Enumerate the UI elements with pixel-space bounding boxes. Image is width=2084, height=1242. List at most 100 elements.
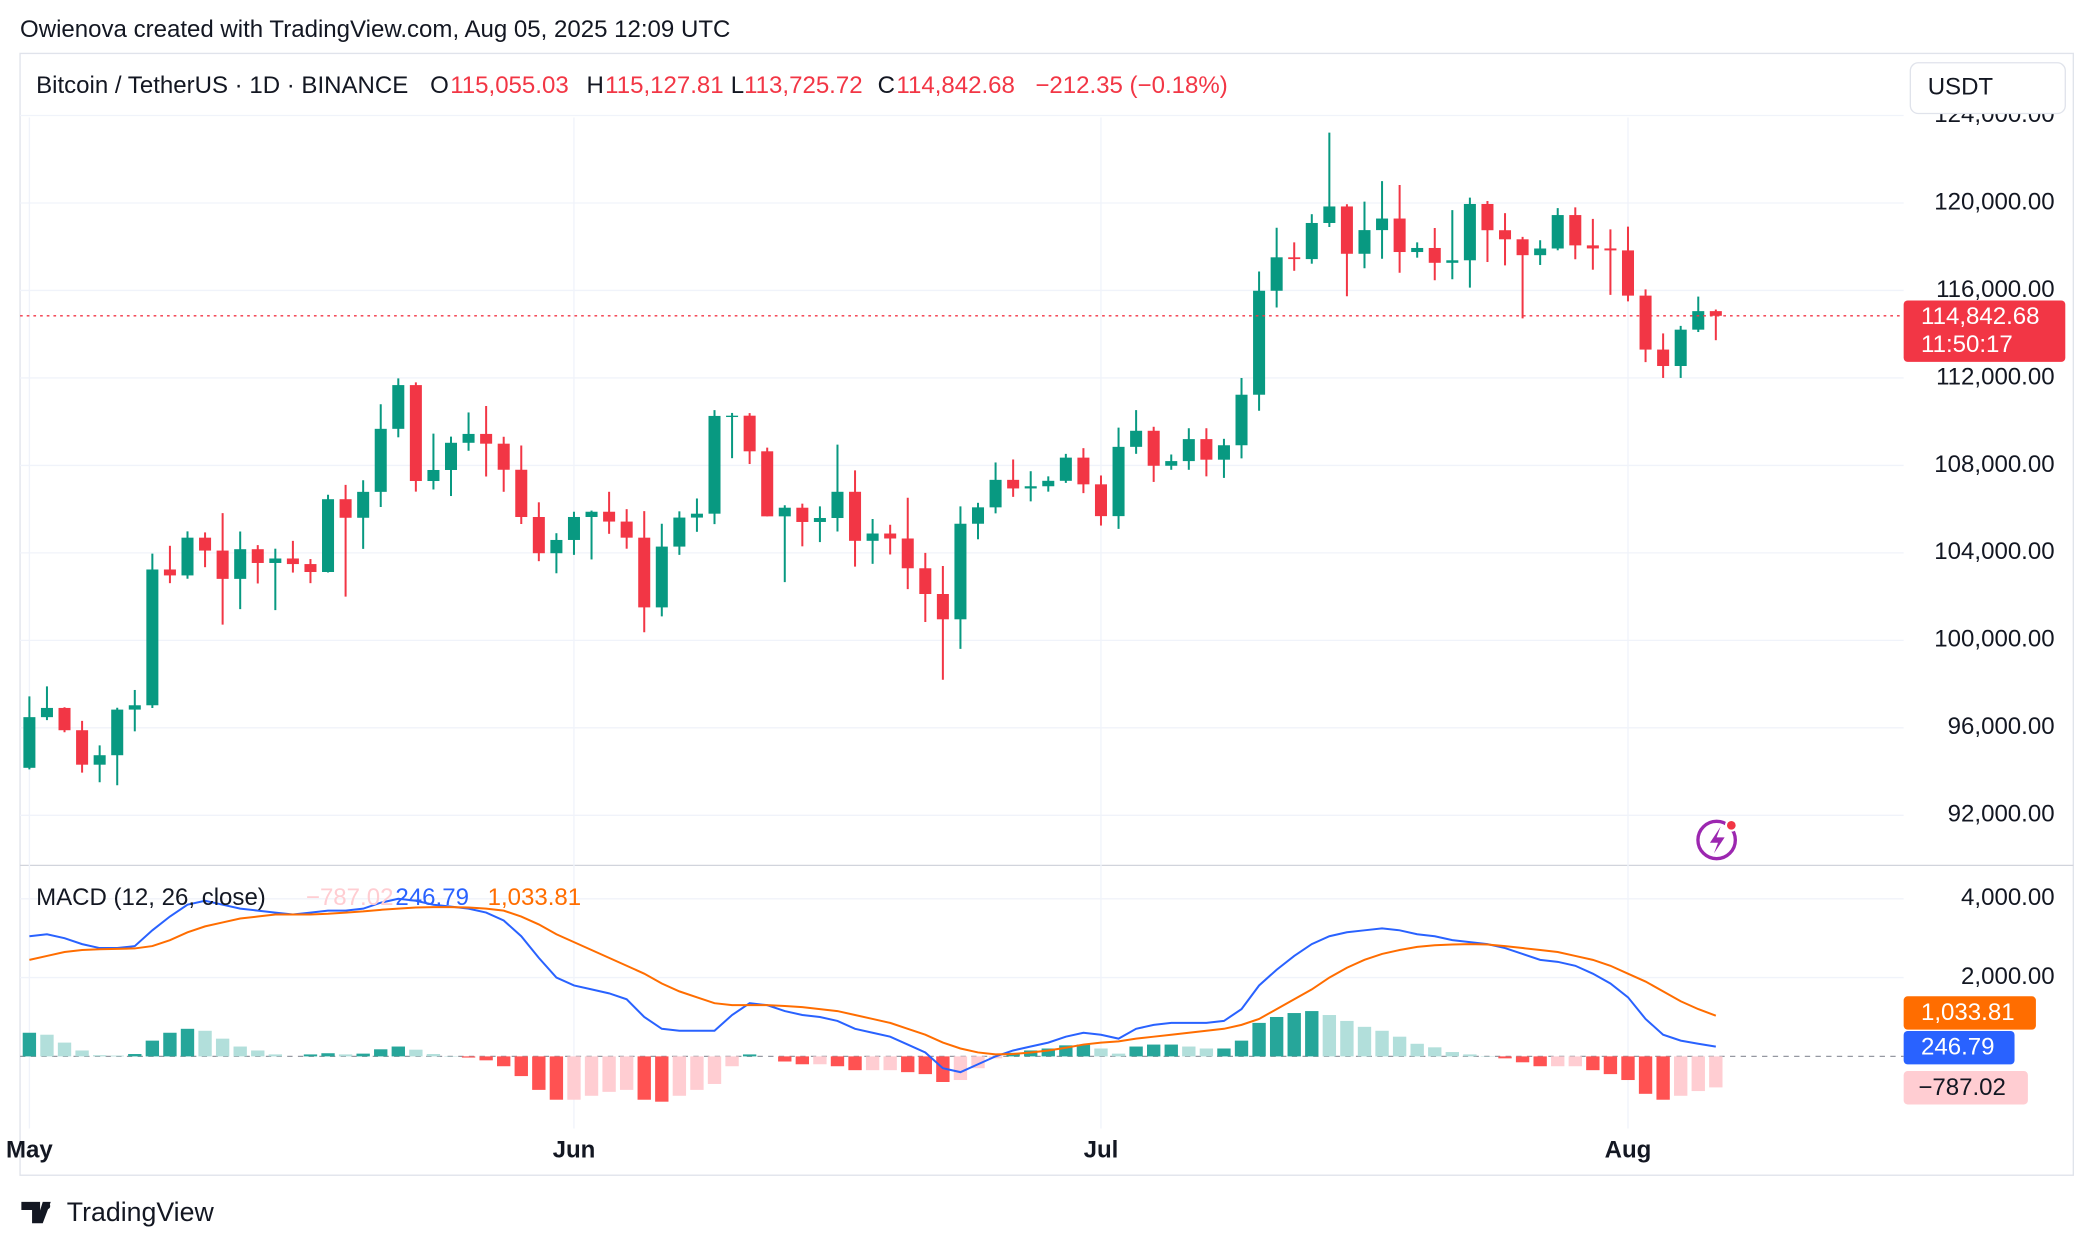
candle-body	[480, 433, 493, 444]
candle-body	[1200, 439, 1213, 460]
histogram-bar	[145, 1040, 160, 1057]
macd-box	[1903, 1030, 2015, 1065]
candle-body	[462, 433, 475, 443]
histogram-bar	[514, 1056, 528, 1077]
currency-button[interactable]	[1909, 62, 2066, 115]
field-value: 114,842.68	[896, 72, 1015, 99]
candle-body	[743, 415, 756, 452]
candle-body	[1463, 203, 1476, 261]
candle-body	[76, 730, 89, 765]
field-key: H	[586, 72, 603, 99]
histogram-bar	[1269, 1016, 1284, 1057]
candle-body	[1235, 394, 1248, 446]
candle-body	[1639, 295, 1652, 350]
histogram-bar	[865, 1056, 880, 1071]
frame	[19, 52, 2074, 1176]
candle-body	[567, 516, 580, 540]
macd-legend: MACD (12, 26, close) −787.02 246.79 1,03…	[36, 884, 581, 911]
candle-body	[971, 507, 985, 524]
candle-body	[146, 569, 159, 706]
candle-body	[216, 550, 229, 579]
field-value: 115,055.03	[450, 72, 569, 99]
histogram-bar	[461, 1056, 476, 1058]
histogram-bar	[479, 1056, 493, 1061]
candle-body	[919, 568, 932, 595]
histogram-bar	[1392, 1036, 1407, 1057]
candle-body	[163, 569, 176, 576]
candle-body	[796, 507, 809, 522]
histogram-bar	[1252, 1022, 1266, 1057]
candle-body	[884, 533, 897, 539]
histogram-bar	[356, 1053, 370, 1057]
candle-body	[813, 518, 826, 522]
credit: Owienova created with TradingView.com, A…	[20, 16, 730, 43]
candle-body	[1534, 248, 1547, 256]
candle-body	[638, 537, 651, 608]
candle-body	[761, 451, 774, 517]
histogram-bar	[233, 1046, 247, 1057]
histogram-bar	[1357, 1026, 1372, 1057]
candle-body	[1112, 446, 1125, 517]
histogram-bar	[690, 1056, 704, 1090]
histogram-bar	[1515, 1056, 1530, 1063]
histogram-bar	[1217, 1048, 1231, 1057]
candle-body	[778, 507, 791, 517]
field-value: 115,127.81	[605, 72, 724, 99]
candle-body	[497, 443, 510, 470]
alert-icon[interactable]	[1696, 818, 1738, 861]
y-tick-label: 2,000.00	[1961, 963, 2055, 990]
histogram-bar	[1129, 1046, 1143, 1057]
currency[interactable]: USDT	[1928, 73, 1994, 100]
candle-body	[1007, 479, 1020, 489]
candle-body	[286, 558, 299, 565]
histogram-bar	[1638, 1056, 1653, 1094]
signal-label: 1,033.81	[1921, 999, 2015, 1026]
histogram-bar	[1656, 1056, 1670, 1100]
candle-body	[234, 549, 247, 579]
histogram-bar	[1182, 1046, 1196, 1057]
candle-body	[392, 385, 405, 429]
histogram-bar	[848, 1056, 862, 1071]
histogram-bar	[953, 1056, 968, 1081]
candle-body	[585, 511, 598, 517]
histogram-bar	[1533, 1056, 1547, 1067]
histogram-bar	[619, 1056, 634, 1090]
histogram-bar	[426, 1054, 441, 1057]
histogram-bar	[22, 1032, 37, 1057]
histogram-bar	[602, 1056, 616, 1092]
candle-body	[1305, 222, 1318, 260]
countdown: 11:50:17	[1921, 331, 2013, 358]
histogram-bar	[497, 1056, 511, 1067]
candle-body	[1446, 260, 1459, 263]
histogram-bar	[40, 1034, 54, 1057]
histogram-bar	[374, 1049, 388, 1057]
histogram-bar	[918, 1056, 932, 1075]
histogram-bar	[1410, 1043, 1424, 1057]
histogram-bar	[1621, 1056, 1635, 1081]
histogram-bar	[549, 1056, 564, 1100]
histogram-bar	[1199, 1048, 1214, 1057]
histogram-bar	[409, 1049, 423, 1057]
histogram-bar	[75, 1050, 89, 1057]
x-tick-label: Aug	[1605, 1137, 1652, 1164]
legend: Bitcoin / TetherUS · 1D · BINANCE O 115,…	[36, 72, 1228, 99]
histogram-bar	[1305, 1011, 1319, 1057]
histogram-bar	[1076, 1044, 1091, 1057]
histogram-bar	[110, 1055, 124, 1057]
candle-body	[1024, 486, 1037, 489]
field-value: 113,725.72	[744, 72, 863, 99]
candle-body	[251, 549, 264, 563]
histogram-bar	[1586, 1056, 1600, 1071]
histogram-bar	[92, 1055, 107, 1057]
histogram-bar	[391, 1046, 405, 1057]
candle-body	[515, 469, 528, 518]
histogram-bar	[584, 1056, 599, 1096]
y-tick-label: 108,000.00	[1934, 451, 2054, 478]
histogram-bar	[672, 1056, 687, 1096]
macd-line	[29, 897, 1716, 1074]
histogram-bar	[707, 1056, 722, 1084]
field-key: L	[731, 72, 744, 99]
last-price-box	[1903, 300, 2066, 362]
histogram-bar	[1111, 1053, 1126, 1057]
histogram-bar	[742, 1054, 757, 1057]
